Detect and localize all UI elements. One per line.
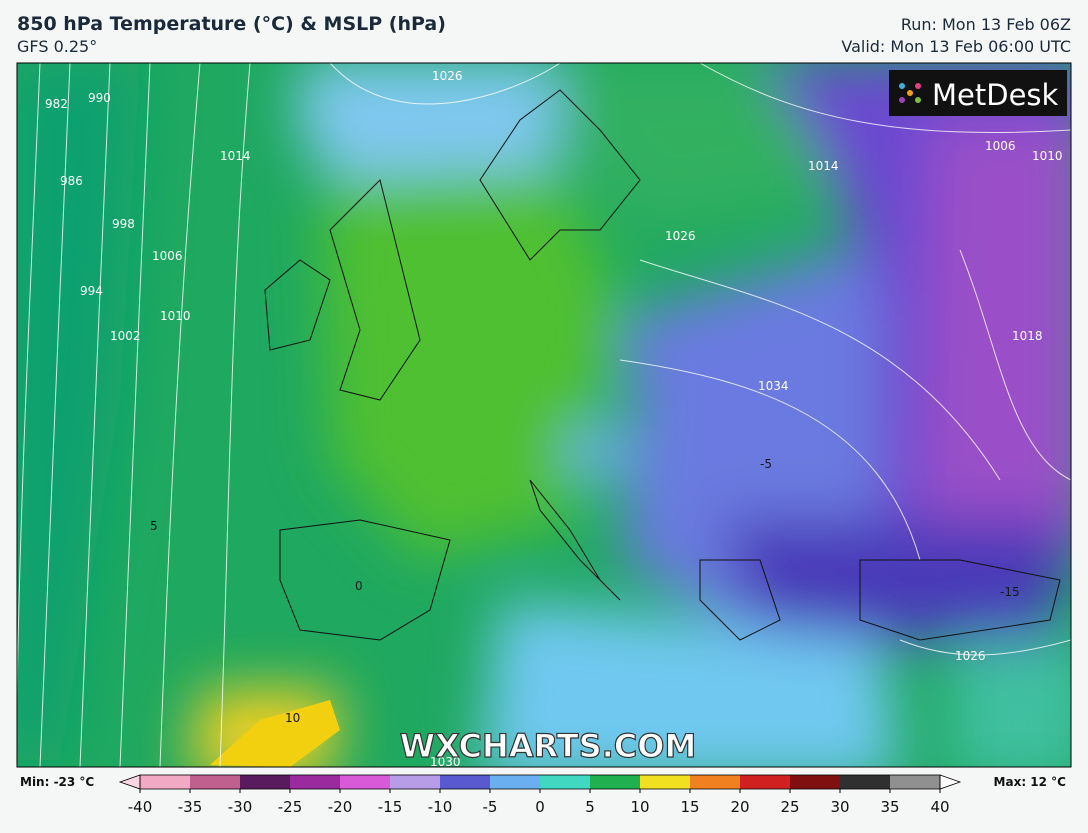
colorbar-segment [840, 775, 891, 789]
colorbar-tick-label: 10 [630, 798, 649, 816]
colorbar-tick-label: -25 [278, 798, 303, 816]
isobar-label: 1014 [808, 159, 839, 173]
colorbar-tick-label: -15 [378, 798, 403, 816]
isobar-label: 994 [80, 284, 103, 298]
colorbar-tick-label: -30 [228, 798, 253, 816]
isobar-label: 1026 [432, 69, 463, 83]
isotherm-label: -15 [1000, 585, 1020, 599]
isobar-label: 1018 [1012, 329, 1043, 343]
colorbar-segment [340, 775, 391, 789]
isobar-label: 1006 [985, 139, 1016, 153]
isobar-label: 982 [45, 97, 68, 111]
isobar-label: 1010 [160, 309, 191, 323]
isotherm-label: 5 [150, 519, 158, 533]
isobar-label: 990 [88, 91, 111, 105]
isobar-label: 1030 [430, 755, 461, 769]
isotherm-label: 10 [285, 711, 300, 725]
colorbar-segment [290, 775, 341, 789]
colorbar-tick-label: 0 [535, 798, 545, 816]
isobar-label: 986 [60, 174, 83, 188]
colorbar-segment [640, 775, 691, 789]
colorbar-segment [540, 775, 591, 789]
colorbar-segment [690, 775, 741, 789]
colorbar-tick-label: -5 [483, 798, 498, 816]
isobar-label: 1026 [955, 649, 986, 663]
colorbar-tick-label: 35 [880, 798, 899, 816]
colorbar-segment [890, 775, 941, 789]
isobar-label: 1034 [758, 379, 789, 393]
colorbar-segment [740, 775, 791, 789]
colorbar-tick-label: 40 [930, 798, 949, 816]
max-label: Max: 12 °C [994, 775, 1067, 789]
run: Run: Mon 13 Feb 06Z [900, 15, 1071, 34]
colorbar-tick-label: 15 [680, 798, 699, 816]
title: 850 hPa Temperature (°C) & MSLP (hPa) [17, 13, 446, 35]
isobar-label: 1014 [220, 149, 251, 163]
isotherm-label: -5 [760, 457, 772, 471]
temperature-field: 982 990 986 998 1006 1010 1002 994 1014 … [17, 63, 1071, 769]
colorbar-segment [490, 775, 541, 789]
isobar-label: 1006 [152, 249, 183, 263]
logo-text: MetDesk [932, 78, 1059, 112]
logo-box [889, 70, 1067, 116]
colorbar: -40 -35 -30 -25 -20 -15 -10 -5 0 5 10 15 20 25 30 35 40 [118, 774, 962, 816]
logo-icon [899, 83, 921, 103]
colorbar-tick-label: -35 [178, 798, 203, 816]
colorbar-end-high [939, 774, 962, 790]
isobar-label: 1002 [110, 329, 141, 343]
model: GFS 0.25° [17, 37, 98, 56]
isobar-label: 1026 [665, 229, 696, 243]
isotherm-label: 0 [355, 579, 363, 593]
colorbar-segment [440, 775, 491, 789]
isobar-label: 998 [112, 217, 135, 231]
isobar-labels: 982 990 986 998 1006 1010 1002 994 1014 … [45, 69, 1063, 769]
colorbar-tick-label: 25 [780, 798, 799, 816]
colorbar-tick-label: 5 [585, 798, 595, 816]
colorbar-tick-label: -10 [428, 798, 453, 816]
colorbar-segment [240, 775, 291, 789]
watermark: WXCHARTS.COM [400, 727, 697, 765]
colorbar-tick-label: -40 [128, 798, 153, 816]
min-label: Min: -23 °C [20, 775, 94, 789]
colorbar-tick-label: -20 [328, 798, 353, 816]
colorbar-tick-label: 20 [730, 798, 749, 816]
colorbar-end-low [118, 774, 141, 790]
colorbar-segment [190, 775, 241, 789]
colorbar-segment [590, 775, 641, 789]
colorbar-segment [790, 775, 841, 789]
map-frame [16, 62, 1072, 768]
isobar-label: 1010 [1032, 149, 1063, 163]
colorbar-segment [390, 775, 441, 789]
valid: Valid: Mon 13 Feb 06:00 UTC [841, 37, 1071, 56]
colorbar-tick-label: 30 [830, 798, 849, 816]
colorbar-segment [140, 775, 191, 789]
